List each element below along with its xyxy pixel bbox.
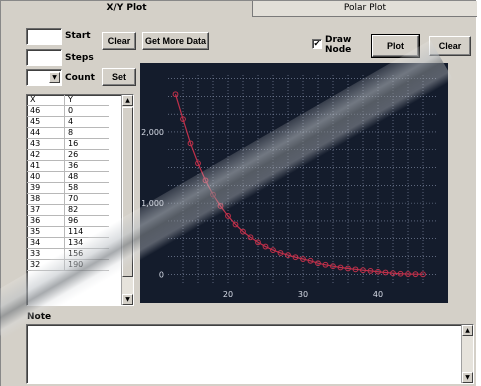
table-row[interactable]: 38 70: [27, 193, 109, 205]
table-row[interactable]: 42 26: [27, 149, 109, 161]
draw-node-checkbox[interactable]: ✔: [312, 39, 322, 49]
count-label: Count: [65, 73, 95, 83]
start-input[interactable]: [26, 28, 62, 45]
cell-x: 38: [27, 193, 65, 205]
table-row[interactable]: 43 16: [27, 138, 109, 150]
table-row[interactable]: 34 134: [27, 237, 109, 249]
scroll-thumb[interactable]: [122, 107, 133, 277]
tab-polar-plot[interactable]: Polar Plot: [253, 1, 477, 17]
series-line: [174, 94, 424, 275]
note-textarea[interactable]: ▲ ▼: [26, 324, 474, 384]
table-row[interactable]: 33 156: [27, 248, 109, 260]
x-tick-label: 20: [223, 290, 233, 299]
set-button[interactable]: Set: [102, 68, 136, 86]
xy-chart: 20 30 40 0 1,000 2,000: [140, 63, 448, 303]
table-row[interactable]: 44 8: [27, 127, 109, 139]
note-label: Note: [27, 312, 52, 322]
cell-x: 39: [27, 182, 65, 194]
xy-chart-svg: 20 30 40 0 1,000 2,000: [141, 75, 438, 299]
cell-x: 40: [27, 171, 65, 183]
cell-x: 37: [27, 204, 65, 216]
note-scrollbar[interactable]: ▲ ▼: [461, 325, 473, 383]
cell-y: 58: [64, 182, 109, 194]
table-row[interactable]: 40 48: [27, 171, 109, 183]
cell-x: 42: [27, 149, 65, 161]
cell-x: 44: [27, 127, 65, 139]
table-row[interactable]: 41 36: [27, 160, 109, 172]
table-row[interactable]: 39 58: [27, 182, 109, 194]
cell-x: 41: [27, 160, 65, 172]
steps-input[interactable]: [26, 49, 62, 66]
cell-y: 96: [64, 215, 109, 227]
scroll-down-icon[interactable]: ▼: [122, 294, 133, 305]
cell-y: 26: [64, 149, 109, 161]
x-tick-label: 30: [298, 290, 308, 299]
cell-x: 43: [27, 138, 65, 150]
draw-node-label: Draw Node: [325, 35, 352, 55]
table-row[interactable]: 35 114: [27, 226, 109, 238]
cell-x: 34: [27, 237, 65, 249]
cell-y: 82: [64, 204, 109, 216]
cell-y: 190: [64, 259, 109, 271]
data-table[interactable]: X Y 46 0 45 4 44 8 43 16 42 26 41 36 40 48 39 58 38 70 37 8…: [26, 94, 134, 306]
table-scrollbar[interactable]: ▲ ▼: [121, 95, 133, 305]
cell-x: 33: [27, 248, 65, 260]
table-row[interactable]: 32 190: [27, 259, 109, 271]
table-row[interactable]: 37 82: [27, 204, 109, 216]
column-header-y: Y: [64, 95, 109, 106]
cell-y: 48: [64, 171, 109, 183]
cell-y: 4: [64, 116, 109, 128]
plot-button[interactable]: Plot: [371, 34, 420, 58]
data-grid: X Y 46 0 45 4 44 8 43 16 42 26 41 36 40 48 39 58 38 70 37 8…: [27, 95, 109, 271]
cell-y: 134: [64, 237, 109, 249]
y-tick-label: 2,000: [141, 128, 164, 137]
clear-data-button[interactable]: Clear: [102, 32, 136, 50]
table-row[interactable]: 46 0: [27, 105, 109, 117]
scroll-up-icon[interactable]: ▲: [122, 95, 133, 106]
cell-x: 35: [27, 226, 65, 238]
cell-y: 8: [64, 127, 109, 139]
chevron-down-icon[interactable]: ▼: [49, 72, 60, 83]
cell-x: 45: [27, 116, 65, 128]
get-more-data-button[interactable]: Get More Data: [142, 32, 209, 50]
cell-y: 70: [64, 193, 109, 205]
cell-y: 114: [64, 226, 109, 238]
start-label: Start: [65, 31, 91, 41]
y-tick-label: 1,000: [141, 199, 164, 208]
cell-x: 32: [27, 259, 65, 271]
tab-xy-plot[interactable]: X/Y Plot: [1, 1, 253, 17]
table-row[interactable]: 36 96: [27, 215, 109, 227]
cell-x: 36: [27, 215, 65, 227]
cell-y: 36: [64, 160, 109, 172]
scroll-down-icon[interactable]: ▼: [462, 372, 473, 383]
cell-x: 46: [27, 105, 65, 117]
clear-plot-button[interactable]: Clear: [429, 36, 471, 56]
cell-y: 0: [64, 105, 109, 117]
cell-y: 16: [64, 138, 109, 150]
scroll-up-icon[interactable]: ▲: [462, 325, 473, 336]
x-tick-label: 40: [373, 290, 383, 299]
table-header: X Y: [27, 95, 109, 106]
table-row[interactable]: 45 4: [27, 116, 109, 128]
y-tick-label: 0: [159, 270, 164, 279]
steps-label: Steps: [65, 53, 94, 63]
cell-y: 156: [64, 248, 109, 260]
count-select[interactable]: ▼: [26, 69, 62, 86]
column-header-x: X: [27, 95, 65, 106]
